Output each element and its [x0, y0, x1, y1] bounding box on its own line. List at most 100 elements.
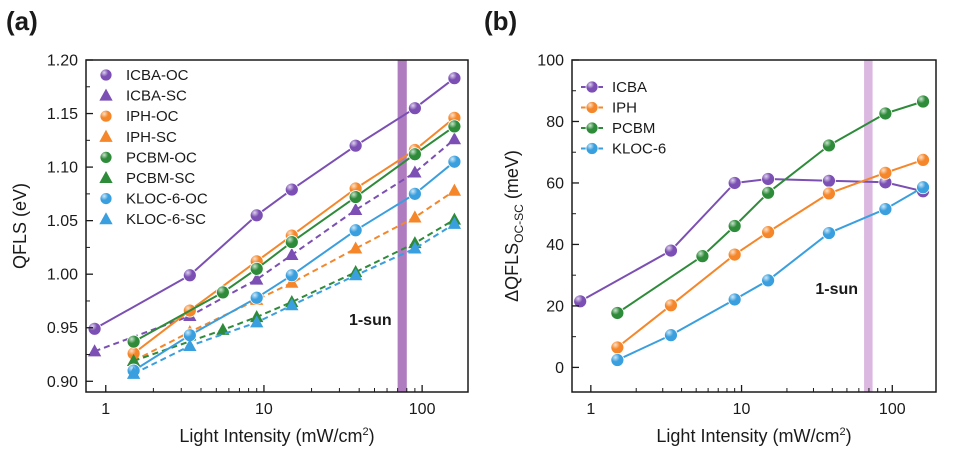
- panel-a-x-tick-label: 10: [255, 401, 273, 418]
- panel-a-series-kloc-6-oc-point: [284, 268, 299, 283]
- panel-b-y-tick-label: 100: [537, 53, 564, 70]
- panel-b-y-tick-label: 60: [546, 175, 564, 192]
- panel-a-y-tick-label: 1.15: [47, 106, 78, 123]
- panel-a-series-icba-oc-point: [348, 138, 363, 153]
- panel-b-series-pcbm-point: [761, 185, 775, 200]
- panel-b-series-icba-point: [664, 243, 678, 258]
- panel-a-legend-entry-pcbm-sc: PCBM-SC: [99, 170, 195, 187]
- panel-a-series-pcbm-sc-point: [126, 353, 141, 366]
- panel-a-legend-entry-pcbm-oc: PCBM-OC: [99, 149, 197, 166]
- panel-a-series-icba-oc-point: [284, 182, 299, 197]
- panel-b-series-layer: [573, 94, 930, 367]
- panel-b-legend-entry-icba-label: ICBA: [612, 79, 647, 96]
- panel-b-y-axis-title: ΔQFLSOC-SC (meV): [502, 150, 526, 302]
- panel-b-series-kloc-6-point: [822, 226, 836, 240]
- panel-a-series-icba-sc-point: [408, 165, 422, 178]
- panel-a-1-sun-band: [397, 60, 407, 392]
- panel-b-series-icba-point: [727, 176, 742, 190]
- panel-a-legend-entry-pcbm-oc-marker: [99, 150, 113, 164]
- panel-a-series-kloc-6-oc-point: [447, 154, 462, 169]
- panel-b-legend-entry-pcbm: PCBM: [581, 120, 655, 137]
- panel-a-series-kloc-6-sc-point: [250, 315, 264, 328]
- panel-a-legend-entry-iph-sc: IPH-SC: [99, 129, 177, 146]
- panel-b-series-kloc-6-point: [916, 180, 930, 195]
- panel-a-legend-entry-iph-oc-marker: [99, 109, 113, 123]
- panel-a-legend-entry-iph-oc-label: IPH-OC: [126, 108, 179, 125]
- panel-a-series-pcbm-sc-point: [216, 322, 230, 335]
- panel-a-legend-entry-kloc-6-sc-label: KLOC-6-SC: [126, 211, 206, 228]
- panel-a-series-kloc-6-sc-point: [285, 298, 299, 311]
- panel-a-legend-entry-icba-sc-label: ICBA-SC: [126, 88, 187, 105]
- panel-a-legend-entry-kloc-6-oc-marker: [99, 192, 113, 206]
- panel-a-y-tick-label: 0.95: [47, 320, 78, 337]
- panel-a-sun-band-layer: [397, 60, 407, 392]
- panel-a-series-icba-oc-point: [447, 71, 462, 86]
- panel-a-legend: ICBA-OC ICBA-SC IPH-OC IPH-SC PCBM-OC PCBM-SC…: [99, 67, 208, 228]
- panel-a-series-kloc-6-oc-point: [348, 223, 363, 238]
- panel-b-sun-band-layer: [864, 60, 873, 392]
- panel-b-series-pcbm-point: [695, 249, 710, 264]
- panel-a-series-pcbm-oc-point: [348, 190, 363, 204]
- panel-a-qfls-chart: (a) 0.90 0.95 1.00 1.05 1.10 1.15 1.20 1 10 100 I…: [6, 6, 469, 446]
- panel-a-x-axis-title: Light Intensity (mW/cm2): [179, 426, 374, 446]
- panel-a-series-layer: [87, 71, 462, 379]
- panel-b-series-pcbm-point: [878, 106, 893, 121]
- panel-a-series-kloc-6-sc-point: [447, 216, 462, 229]
- panel-b-x-tick-label: 100: [879, 401, 906, 418]
- panel-a-series-icba-sc-point: [447, 132, 462, 145]
- panel-b-y-tick-label: 0: [555, 360, 564, 377]
- panel-b-series-kloc-6-point: [664, 328, 678, 343]
- panel-b-series-pcbm-point: [727, 219, 742, 233]
- panel-b-ticks: 0 20 40 60 80 100 1 10 100: [537, 53, 905, 419]
- panel-b-legend-entry-icba: ICBA: [581, 79, 647, 96]
- panel-a-series-pcbm-oc-point: [215, 285, 230, 300]
- panel-b-series-iph-point: [761, 225, 775, 240]
- panel-a-y-tick-label: 1.05: [47, 213, 78, 230]
- panel-a-y-tick-label: 1.00: [47, 267, 78, 284]
- panel-b-plot-frame: [571, 59, 937, 393]
- panel-b-series-icba-point: [878, 175, 893, 190]
- panel-a-series-icba-sc-point: [87, 344, 102, 357]
- panel-b-series-icba: [573, 172, 930, 309]
- panel-a-legend-entry-icba-oc-marker: [99, 68, 113, 82]
- panel-b-1-sun-band: [864, 60, 873, 392]
- panel-b-series-icba-point: [822, 173, 836, 188]
- panel-a-series-icba-sc-point: [349, 202, 363, 215]
- panel-a-legend-entry-kloc-6-oc: KLOC-6-OC: [99, 191, 208, 208]
- panel-b-legend-entry-pcbm-marker: [585, 121, 599, 135]
- panel-b-legend-entry-icba-marker: [585, 80, 599, 94]
- panel-b-series-iph-point: [664, 298, 678, 313]
- panel-b-series-iph-point: [822, 186, 836, 201]
- panel-a-ticks: 0.90 0.95 1.00 1.05 1.10 1.15 1.20 1 10 100: [47, 53, 436, 419]
- panel-b-series-kloc-6-point: [878, 202, 893, 216]
- panel-b-y-tick-label: 40: [546, 237, 564, 254]
- panel-a-legend-entry-icba-sc: ICBA-SC: [99, 88, 187, 105]
- panel-a-series-pcbm-oc-point: [126, 334, 141, 349]
- panel-b-series-pcbm-point: [610, 306, 625, 320]
- panel-a-series-kloc-6-sc-point: [408, 241, 422, 254]
- panel-b-legend-entry-kloc-6: KLOC-6: [581, 141, 666, 158]
- panel-a-series-icba-sc-point: [285, 247, 299, 260]
- panel-a-series-kloc-6-sc-point: [349, 268, 363, 281]
- panel-b-legend-entry-pcbm-label: PCBM: [612, 120, 655, 137]
- panel-a-legend-entry-icba-oc-label: ICBA-OC: [126, 67, 189, 84]
- panel-a-y-axis-title: QFLS (eV): [10, 183, 30, 269]
- panel-a-legend-entry-kloc-6-oc-label: KLOC-6-OC: [126, 191, 208, 208]
- panel-b-series-iph-point: [916, 153, 930, 167]
- panel-a-legend-entry-iph-sc-label: IPH-SC: [126, 129, 177, 146]
- panel-a-series-pcbm-oc-point: [284, 235, 299, 249]
- panel-b-series-kloc-6-point: [761, 273, 775, 288]
- panel-a-series-pcbm-oc-point: [407, 147, 422, 162]
- panel-b-delta-qfls-chart: (b) 0 20 40 60 80 100 1 10 100 ICBA IPH PCBM KLOC-6…: [484, 6, 937, 446]
- panel-a-label: (a): [6, 6, 38, 36]
- panel-a-series-icba-oc: [87, 71, 462, 336]
- panel-a-y-tick-label: 0.90: [47, 374, 78, 391]
- panel-a-x-tick-label: 100: [409, 401, 436, 418]
- panel-b-series-kloc-6-point: [610, 353, 625, 367]
- panel-a-series-kloc-6-oc-point: [249, 290, 264, 305]
- panel-b-label: (b): [484, 6, 517, 36]
- panel-b-series-icba-point: [573, 294, 588, 309]
- panel-b-series-kloc-6-line: [616, 186, 924, 361]
- panel-b-series-icba-point: [761, 172, 775, 186]
